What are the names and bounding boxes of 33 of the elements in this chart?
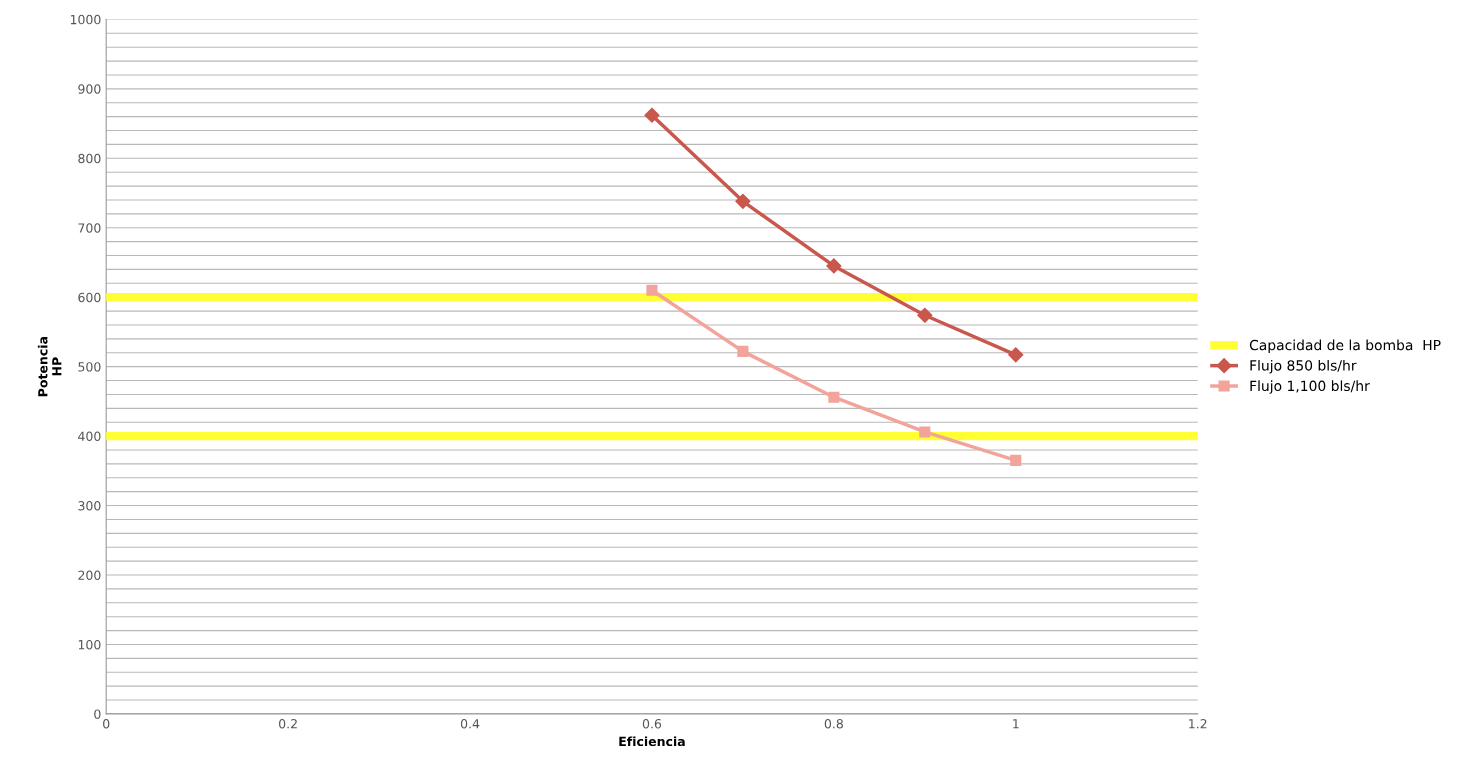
x-tick-label: 0.6 (642, 719, 662, 729)
x-tick-label: 0.8 (824, 719, 843, 729)
y-tick-label: 400 (78, 431, 101, 442)
x-axis-title: Eficiencia (619, 736, 685, 747)
point (737, 345, 749, 357)
x-tick-label: 1.2 (1189, 719, 1207, 729)
y-axis-title: Potencia HP (37, 337, 62, 397)
point (828, 391, 840, 403)
point (919, 426, 931, 438)
x-tick-label: 0.4 (460, 719, 480, 729)
y-tick-label: 500 (78, 362, 101, 372)
point (735, 193, 751, 209)
y-tick-label: 900 (78, 84, 101, 94)
legend-label: Flujo 1,100 bls/hr (1250, 380, 1370, 394)
point (1008, 347, 1024, 363)
y-tick-label: 800 (78, 153, 101, 164)
y-tick-label: 300 (78, 501, 101, 511)
y-tick-label: 200 (78, 570, 101, 580)
x-tick-label: 0 (103, 719, 110, 729)
x-tick-label: 1 (1013, 719, 1019, 729)
legend-label: Flujo 850 bls/hr (1250, 359, 1357, 374)
point (644, 107, 660, 123)
x-tick-label: 0.2 (279, 719, 297, 729)
y-tick-label: 100 (78, 639, 101, 650)
y-tick-label: 700 (78, 223, 101, 233)
point (826, 258, 842, 274)
y-tick-label: 1000 (70, 14, 101, 25)
point (1010, 454, 1022, 466)
legend-label: Capacidad de la bomba HP (1249, 339, 1441, 353)
y-tick-label: 600 (78, 292, 101, 303)
point (917, 307, 933, 323)
point (646, 284, 658, 296)
y-tick-label: 0 (94, 709, 101, 719)
